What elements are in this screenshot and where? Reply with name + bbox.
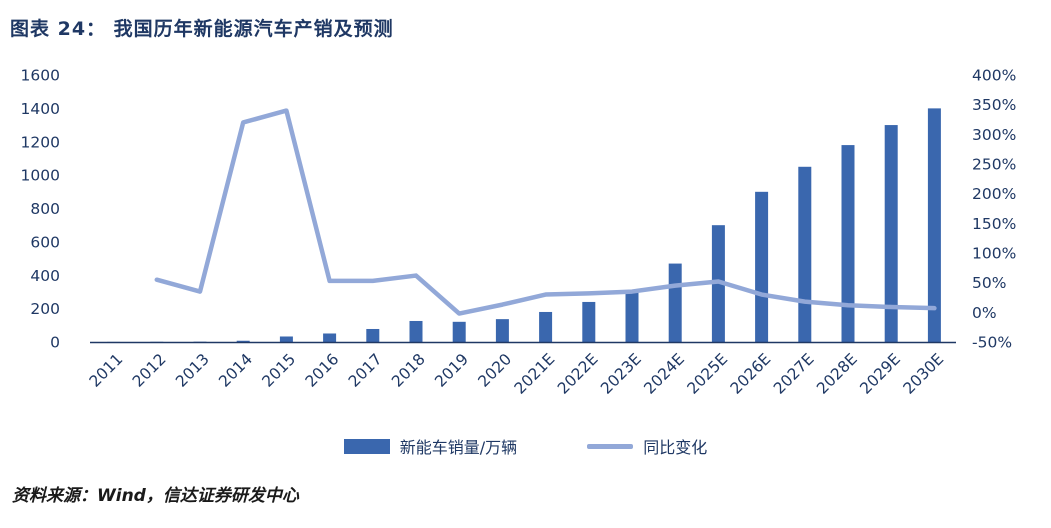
sales-bar	[841, 145, 855, 342]
left-axis-tick: 1000	[21, 167, 60, 185]
right-axis-tick: 400%	[972, 67, 1016, 85]
sales-bar	[323, 333, 337, 342]
right-axis-tick: 350%	[972, 96, 1016, 114]
right-axis-tick: 150%	[972, 215, 1016, 233]
left-axis-tick: 400	[30, 267, 60, 285]
right-axis-tick: 200%	[972, 185, 1016, 203]
left-axis-tick: 1400	[21, 100, 60, 118]
chart-svg: 0 200 400 600 800 1000 1200 1400 1600 -50% 0% 50% 10…	[21, 67, 1017, 398]
x-axis-label: 2013	[172, 350, 213, 391]
x-axis-label: 2023E	[597, 350, 645, 398]
x-axis-label: 2011	[86, 350, 127, 391]
right-axis-tick: 100%	[972, 245, 1016, 263]
x-axis-label: 2016	[302, 350, 343, 391]
sales-bar	[884, 125, 898, 342]
legend-label-sales: 新能车销量/万辆	[399, 438, 518, 457]
legend-label-yoy: 同比变化	[643, 438, 708, 457]
sales-bar	[236, 340, 250, 342]
x-axis-label: 2018	[388, 350, 429, 391]
x-axis-label: 2021E	[511, 350, 559, 398]
left-axis-tick: 1200	[21, 133, 60, 151]
x-axis-label: 2020	[475, 350, 516, 391]
legend-item-yoy: 同比变化	[587, 434, 707, 458]
sales-bar	[755, 191, 769, 342]
right-axis-tick: 250%	[972, 156, 1016, 174]
x-axis-label: 2015	[259, 350, 300, 391]
x-axis-label: 2028E	[813, 350, 861, 398]
legend-item-sales: 新能车销量/万辆	[343, 434, 518, 458]
x-axis-label: 2012	[129, 350, 170, 391]
right-axis-tick: 0%	[972, 304, 997, 322]
left-axis-tick: 200	[30, 300, 60, 318]
left-axis-tick: 0	[50, 334, 60, 352]
sales-bar	[409, 320, 423, 342]
x-axis-label: 2017	[345, 350, 386, 391]
yoy-line	[154, 108, 937, 316]
x-axis-label: 2030E	[900, 350, 948, 398]
x-axis-label: 2024E	[640, 350, 688, 398]
left-axis-tick: 1600	[21, 67, 60, 85]
x-axis-label: 2027E	[770, 350, 818, 398]
sales-bar	[582, 301, 596, 342]
x-axis-label: 2029E	[856, 350, 904, 398]
sales-bar	[927, 108, 941, 342]
x-axis-label: 2019	[431, 350, 472, 391]
sales-bar	[798, 166, 812, 342]
x-axis-label: 2014	[215, 350, 256, 391]
sales-bar	[539, 311, 553, 342]
right-axis-tick: -50%	[972, 334, 1012, 352]
x-axis-label: 2022E	[554, 350, 602, 398]
left-axis-tick: 600	[30, 233, 60, 251]
source-note: 资料来源：Wind，信达证券研发中心	[12, 486, 299, 506]
legend: 新能车销量/万辆 同比变化	[0, 433, 1051, 459]
sales-bar	[625, 291, 639, 342]
sales-bar	[452, 321, 466, 342]
sales-bar	[279, 336, 293, 342]
x-axis-label: 2025E	[684, 350, 732, 398]
sales-bar	[366, 328, 380, 342]
left-axis-tick: 800	[30, 200, 60, 218]
sales-bar	[495, 319, 509, 342]
right-axis-tick: 300%	[972, 126, 1016, 144]
right-axis-tick: 50%	[972, 274, 1006, 292]
bar-swatch	[343, 438, 390, 454]
x-axis-label: 2026E	[727, 350, 775, 398]
line-swatch	[587, 443, 634, 449]
sales-bar	[668, 263, 682, 342]
chart-title: 图表 24： 我国历年新能源汽车产销及预测	[10, 18, 394, 40]
